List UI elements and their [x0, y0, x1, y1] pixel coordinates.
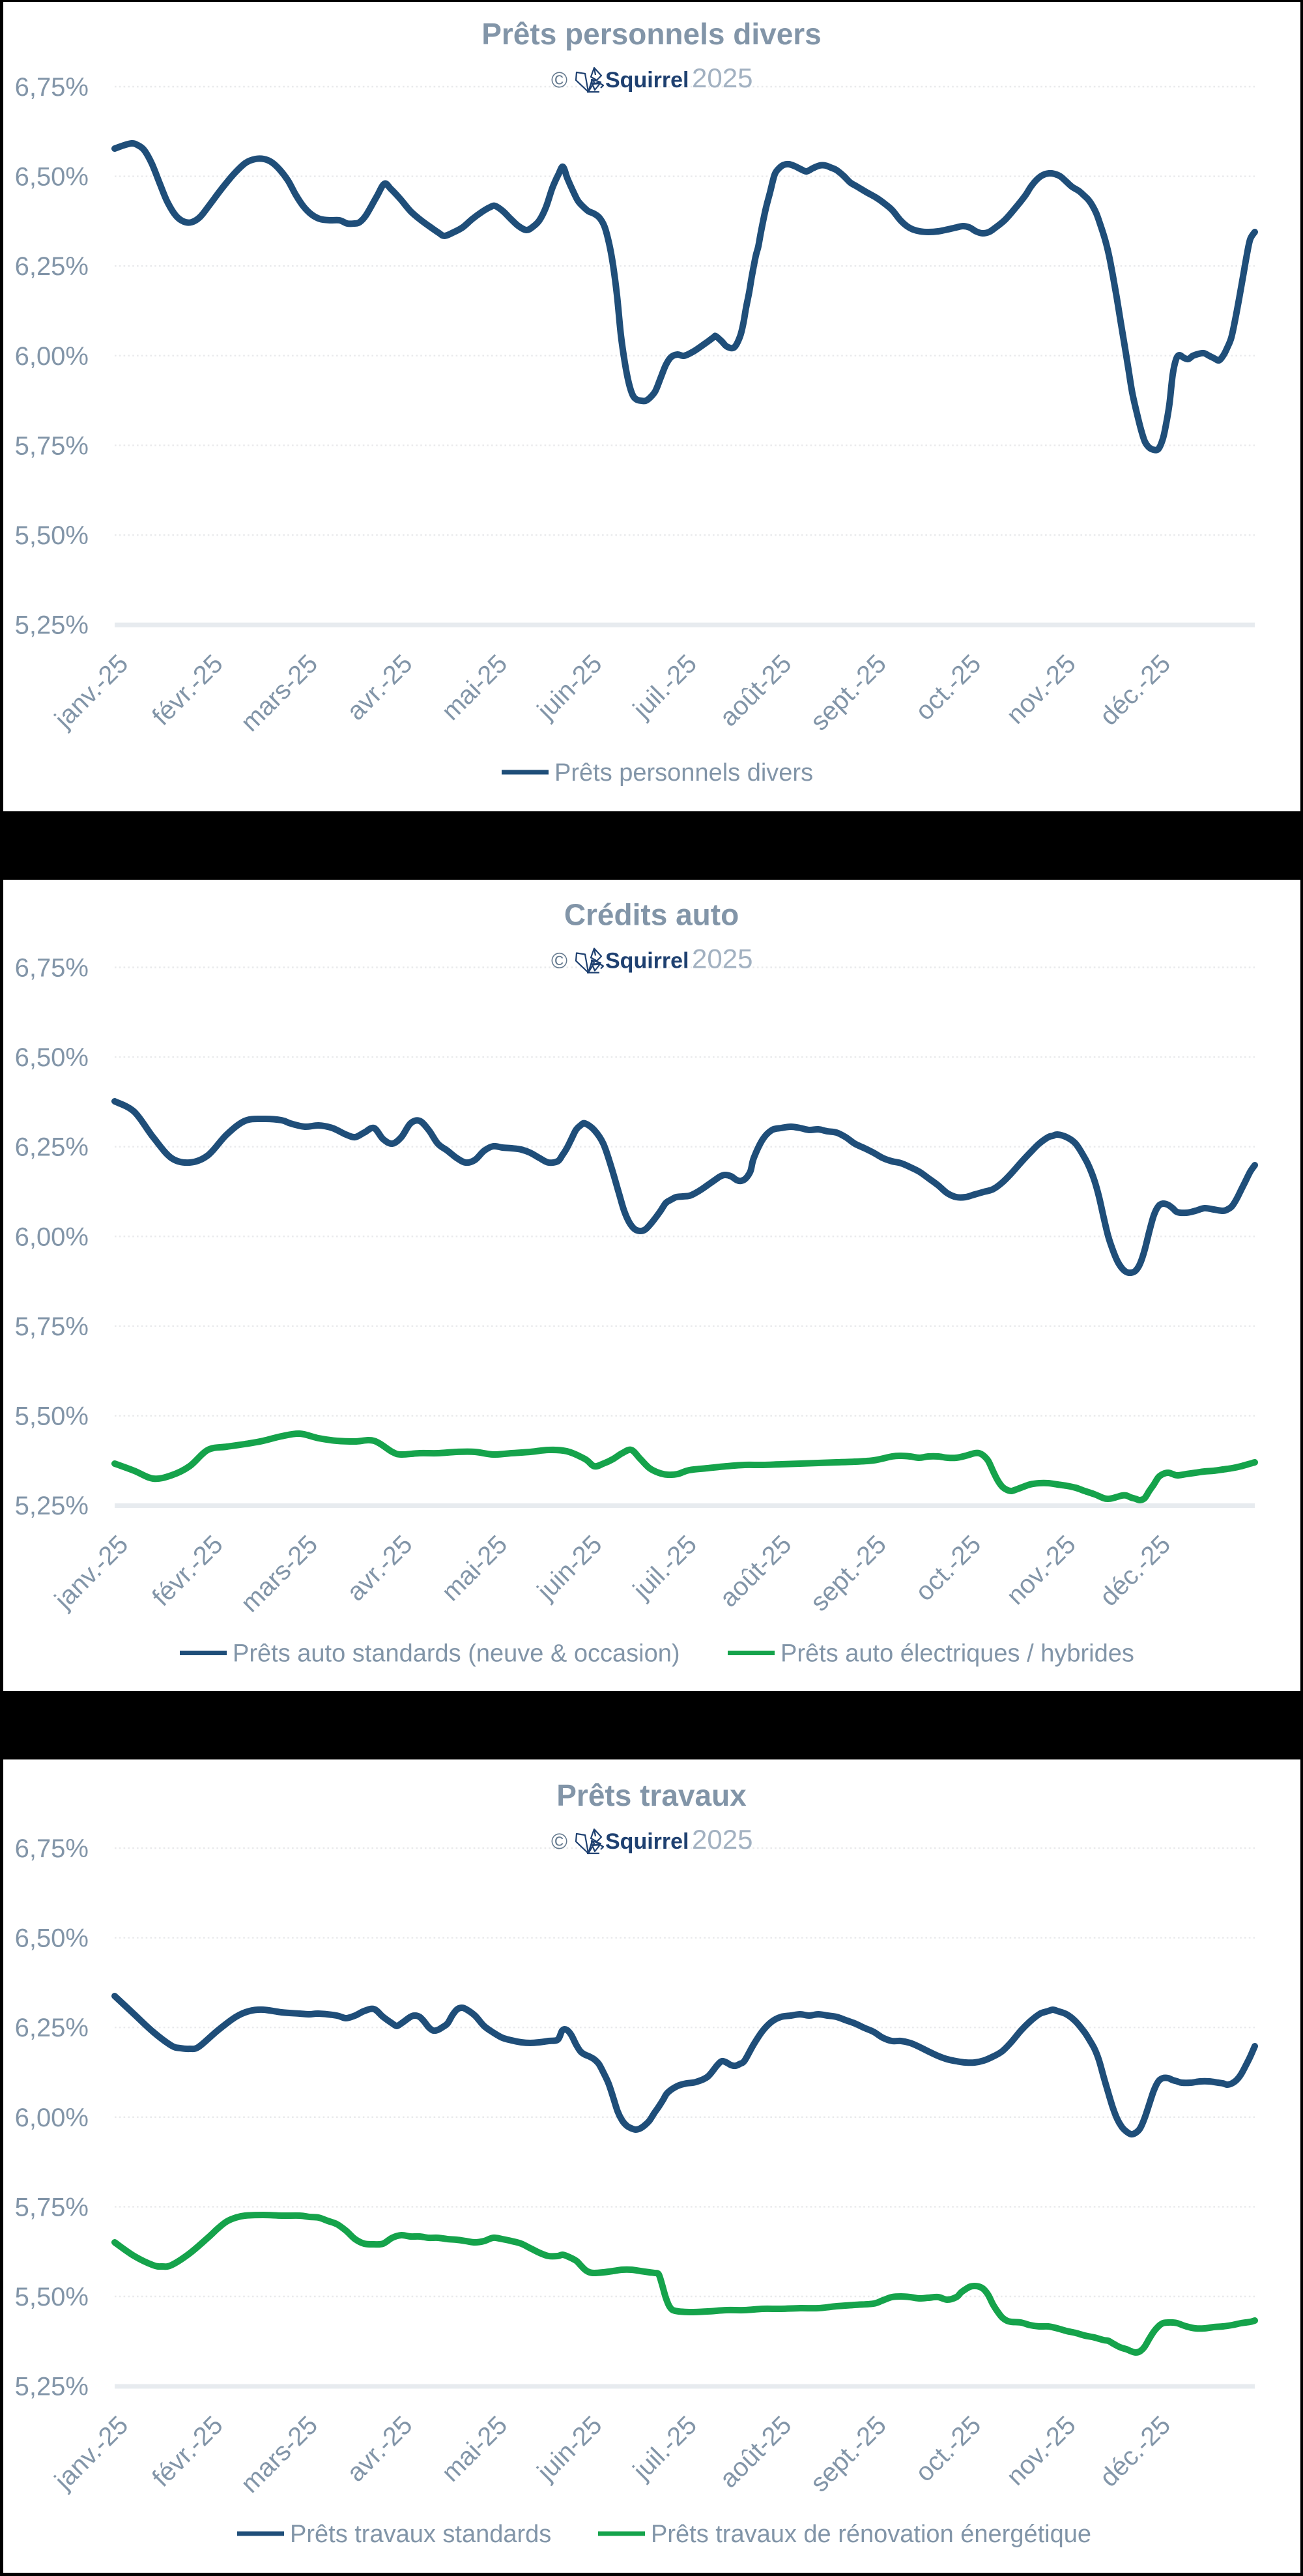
svg-text:6,75%: 6,75%: [15, 954, 89, 983]
svg-text:©: ©: [551, 1829, 567, 1854]
svg-text:6,00%: 6,00%: [15, 2104, 89, 2132]
svg-text:5,25%: 5,25%: [15, 1492, 89, 1520]
svg-text:6,25%: 6,25%: [15, 2014, 89, 2042]
svg-text:Prêts personnels divers: Prêts personnels divers: [481, 17, 822, 51]
svg-text:Prêts auto électriques / hybri: Prêts auto électriques / hybrides: [780, 1640, 1134, 1668]
svg-text:2025: 2025: [692, 63, 752, 93]
svg-text:5,25%: 5,25%: [15, 611, 89, 640]
svg-text:6,25%: 6,25%: [15, 252, 89, 281]
svg-text:Squirrel: Squirrel: [605, 1829, 689, 1854]
svg-text:6,75%: 6,75%: [15, 73, 89, 102]
svg-text:6,00%: 6,00%: [15, 1223, 89, 1251]
svg-text:5,75%: 5,75%: [15, 1312, 89, 1341]
svg-text:Prêts travaux: Prêts travaux: [556, 1778, 747, 1812]
svg-text:©: ©: [551, 949, 567, 974]
svg-text:6,50%: 6,50%: [15, 163, 89, 192]
svg-text:Prêts travaux standards: Prêts travaux standards: [290, 2521, 551, 2548]
svg-text:5,25%: 5,25%: [15, 2373, 89, 2401]
svg-text:5,50%: 5,50%: [15, 521, 89, 550]
svg-text:5,50%: 5,50%: [15, 1402, 89, 1431]
svg-text:6,00%: 6,00%: [15, 342, 89, 371]
svg-text:Crédits auto: Crédits auto: [564, 898, 739, 932]
svg-text:Squirrel: Squirrel: [605, 949, 689, 974]
svg-text:©: ©: [551, 68, 567, 93]
svg-text:Prêts personnels divers: Prêts personnels divers: [554, 759, 813, 787]
svg-text:6,50%: 6,50%: [15, 1043, 89, 1072]
svg-text:6,75%: 6,75%: [15, 1834, 89, 1863]
svg-text:5,50%: 5,50%: [15, 2283, 89, 2311]
svg-text:2025: 2025: [692, 1824, 752, 1855]
svg-text:2025: 2025: [692, 944, 752, 974]
svg-text:6,25%: 6,25%: [15, 1133, 89, 1162]
svg-text:6,50%: 6,50%: [15, 1924, 89, 1953]
svg-text:5,75%: 5,75%: [15, 2193, 89, 2221]
svg-text:Prêts auto standards (neuve &: Prêts auto standards (neuve & occasion): [233, 1640, 680, 1668]
svg-text:Squirrel: Squirrel: [605, 68, 689, 93]
svg-text:5,75%: 5,75%: [15, 431, 89, 460]
svg-text:Prêts travaux de rénovation én: Prêts travaux de rénovation énergétique: [651, 2521, 1091, 2548]
